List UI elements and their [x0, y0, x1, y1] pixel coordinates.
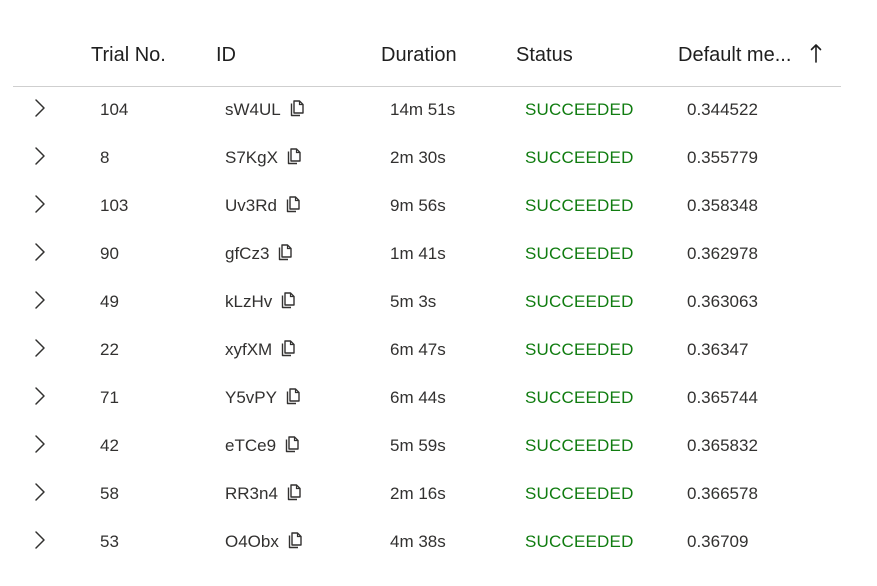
trial-number: 90	[100, 244, 119, 263]
trial-id: Uv3Rd	[225, 196, 277, 215]
copy-icon[interactable]	[285, 388, 301, 406]
table-row: 8 S7KgX 2m 30s SUCCEEDED 0.355779	[13, 135, 841, 183]
chevron-right-icon[interactable]	[33, 146, 47, 166]
table-row: 103 Uv3Rd 9m 56s SUCCEEDED 0.358348	[13, 183, 841, 231]
trial-duration: 6m 47s	[390, 340, 446, 359]
trial-number: 53	[100, 532, 119, 551]
trial-id-cell: gfCz3	[225, 243, 293, 265]
chevron-right-icon[interactable]	[33, 386, 47, 406]
trial-id: RR3n4	[225, 484, 278, 503]
default-metric-value: 0.344522	[687, 100, 758, 119]
trial-id-cell: O4Obx	[225, 531, 303, 553]
status-badge: SUCCEEDED	[525, 292, 634, 311]
column-header-duration[interactable]: Duration	[381, 44, 457, 66]
copy-icon[interactable]	[287, 532, 303, 550]
status-badge: SUCCEEDED	[525, 436, 634, 455]
table-row: 42 eTCe9 5m 59s SUCCEEDED 0.365832	[13, 423, 841, 471]
trials-table: Trial No. ID Duration Status Default me.…	[13, 28, 841, 567]
default-metric-value: 0.365832	[687, 436, 758, 455]
copy-icon[interactable]	[277, 244, 293, 262]
column-header-trial-no[interactable]: Trial No.	[91, 44, 166, 66]
copy-icon[interactable]	[280, 292, 296, 310]
status-badge: SUCCEEDED	[525, 484, 634, 503]
status-badge: SUCCEEDED	[525, 388, 634, 407]
table-header: Trial No. ID Duration Status Default me.…	[13, 28, 841, 87]
copy-icon[interactable]	[286, 148, 302, 166]
table-row: 58 RR3n4 2m 16s SUCCEEDED 0.366578	[13, 471, 841, 519]
default-metric-value: 0.358348	[687, 196, 758, 215]
trial-id: S7KgX	[225, 148, 278, 167]
table-row: 22 xyfXM 6m 47s SUCCEEDED 0.36347	[13, 327, 841, 375]
copy-icon[interactable]	[286, 484, 302, 502]
status-badge: SUCCEEDED	[525, 532, 634, 551]
trial-id: eTCe9	[225, 436, 277, 455]
default-metric-value: 0.355779	[687, 148, 758, 167]
table-row: 53 O4Obx 4m 38s SUCCEEDED 0.36709	[13, 519, 841, 567]
default-metric-value: 0.36347	[687, 340, 749, 359]
chevron-right-icon[interactable]	[33, 194, 47, 214]
trial-number: 22	[100, 340, 119, 359]
trial-number: 104	[100, 100, 129, 119]
trial-id-cell: Uv3Rd	[225, 195, 301, 217]
trial-id-cell: eTCe9	[225, 435, 300, 457]
trial-duration: 5m 3s	[390, 292, 437, 311]
chevron-right-icon[interactable]	[33, 290, 47, 310]
copy-icon[interactable]	[280, 340, 296, 358]
trial-id-cell: kLzHv	[225, 291, 296, 313]
column-header-id[interactable]: ID	[216, 44, 236, 66]
trial-id: O4Obx	[225, 532, 279, 551]
table-row: 49 kLzHv 5m 3s SUCCEEDED 0.363063	[13, 279, 841, 327]
default-metric-value: 0.365744	[687, 388, 758, 407]
trial-id-cell: S7KgX	[225, 147, 302, 169]
trial-number: 49	[100, 292, 119, 311]
chevron-right-icon[interactable]	[33, 434, 47, 454]
trial-id-cell: sW4UL	[225, 99, 305, 121]
trial-id: sW4UL	[225, 100, 281, 119]
status-badge: SUCCEEDED	[525, 148, 634, 167]
trial-duration: 2m 30s	[390, 148, 446, 167]
status-badge: SUCCEEDED	[525, 100, 634, 119]
default-metric-value: 0.366578	[687, 484, 758, 503]
default-metric-value: 0.36709	[687, 532, 749, 551]
copy-icon[interactable]	[284, 436, 300, 454]
trial-duration: 1m 41s	[390, 244, 446, 263]
copy-icon[interactable]	[289, 100, 305, 118]
trial-number: 58	[100, 484, 119, 503]
trial-number: 103	[100, 196, 129, 215]
default-metric-value: 0.362978	[687, 244, 758, 263]
status-badge: SUCCEEDED	[525, 340, 634, 359]
trial-duration: 2m 16s	[390, 484, 446, 503]
trial-id: gfCz3	[225, 244, 270, 263]
chevron-right-icon[interactable]	[33, 338, 47, 358]
table-row: 71 Y5vPY 6m 44s SUCCEEDED 0.365744	[13, 375, 841, 423]
chevron-right-icon[interactable]	[33, 482, 47, 502]
table-body: 104 sW4UL 14m 51s SUCCEEDED 0.344522 8 S…	[13, 87, 841, 567]
table-row: 104 sW4UL 14m 51s SUCCEEDED 0.344522	[13, 87, 841, 135]
status-badge: SUCCEEDED	[525, 196, 634, 215]
copy-icon[interactable]	[285, 196, 301, 214]
chevron-right-icon[interactable]	[33, 98, 47, 118]
trial-number: 8	[100, 148, 110, 167]
trial-number: 71	[100, 388, 119, 407]
trial-duration: 4m 38s	[390, 532, 446, 551]
status-badge: SUCCEEDED	[525, 244, 634, 263]
trial-duration: 6m 44s	[390, 388, 446, 407]
trial-id: xyfXM	[225, 340, 273, 359]
arrow-up-icon[interactable]	[810, 41, 822, 65]
trial-duration: 5m 59s	[390, 436, 446, 455]
trial-id-cell: Y5vPY	[225, 387, 301, 409]
trial-duration: 9m 56s	[390, 196, 446, 215]
table-row: 90 gfCz3 1m 41s SUCCEEDED 0.362978	[13, 231, 841, 279]
trial-number: 42	[100, 436, 119, 455]
column-header-status[interactable]: Status	[516, 44, 573, 66]
trial-id: kLzHv	[225, 292, 273, 311]
trial-id-cell: RR3n4	[225, 483, 302, 505]
trial-id: Y5vPY	[225, 388, 277, 407]
default-metric-value: 0.363063	[687, 292, 758, 311]
trial-id-cell: xyfXM	[225, 339, 296, 361]
chevron-right-icon[interactable]	[33, 242, 47, 262]
trial-duration: 14m 51s	[390, 100, 456, 119]
column-header-default-metric[interactable]: Default me...	[678, 44, 792, 66]
chevron-right-icon[interactable]	[33, 530, 47, 550]
